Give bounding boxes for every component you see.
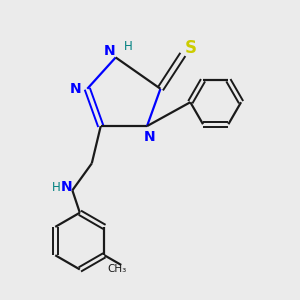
Text: N: N xyxy=(103,44,115,58)
Text: CH₃: CH₃ xyxy=(107,264,126,274)
Text: S: S xyxy=(185,39,197,57)
Text: H: H xyxy=(52,181,60,194)
Text: N: N xyxy=(61,180,73,194)
Text: N: N xyxy=(144,130,155,145)
Text: H: H xyxy=(124,40,133,52)
Text: N: N xyxy=(70,82,82,96)
